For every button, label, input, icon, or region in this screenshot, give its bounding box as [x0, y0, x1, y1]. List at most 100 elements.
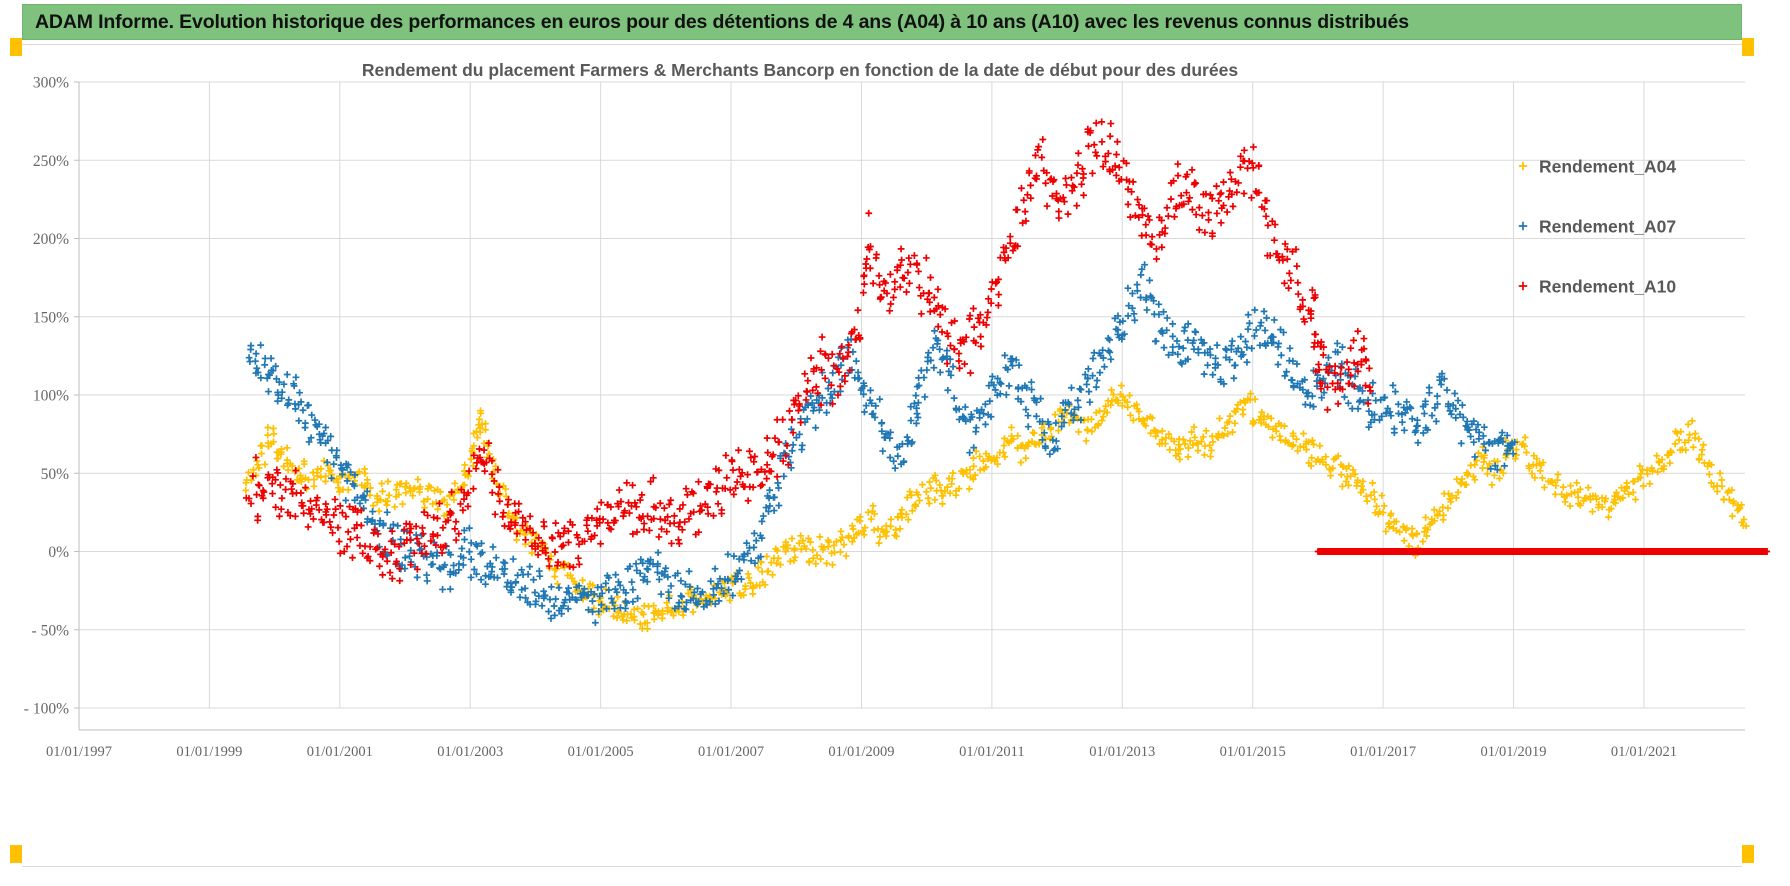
data-point-marker — [470, 451, 478, 459]
data-point-marker — [1085, 142, 1092, 150]
data-point-marker — [1046, 450, 1054, 458]
data-point-marker — [283, 371, 291, 378]
data-point-marker — [1017, 459, 1025, 466]
data-point-marker — [1002, 391, 1010, 399]
data-point-marker — [647, 478, 655, 485]
data-point-marker — [959, 468, 967, 476]
data-point-marker — [1367, 418, 1375, 426]
data-point-marker — [1147, 429, 1155, 437]
data-point-marker — [1030, 429, 1038, 437]
data-point-marker — [464, 489, 472, 497]
data-point-marker — [1153, 245, 1160, 253]
data-point-marker — [871, 510, 878, 518]
legend-item-Rendement_A04[interactable]: Rendement_A04 — [1539, 157, 1676, 177]
data-point-marker — [974, 314, 982, 322]
data-point-marker — [1283, 368, 1290, 376]
data-point-marker — [634, 595, 641, 602]
legend-item-Rendement_A10[interactable]: Rendement_A10 — [1539, 277, 1676, 297]
data-point-marker — [812, 424, 820, 432]
data-point-marker — [383, 557, 391, 565]
data-point-marker — [1347, 472, 1354, 480]
data-point-marker — [1075, 403, 1082, 411]
y-axis-tick-label: 250% — [33, 153, 69, 170]
data-point-marker — [926, 308, 934, 316]
data-point-marker — [655, 533, 663, 541]
data-point-marker — [867, 243, 874, 250]
data-point-marker — [875, 539, 883, 547]
data-point-marker — [710, 512, 717, 520]
data-point-marker — [697, 502, 704, 510]
data-point-marker — [914, 399, 922, 407]
data-point-marker — [1108, 397, 1116, 405]
data-point-marker — [1424, 526, 1432, 533]
data-point-marker — [775, 502, 783, 509]
data-point-marker — [735, 555, 743, 563]
data-point-marker — [1310, 441, 1318, 448]
data-point-marker — [423, 577, 431, 585]
data-point-marker — [677, 577, 685, 585]
data-point-marker — [1481, 451, 1488, 459]
data-point-marker — [457, 500, 464, 508]
data-point-marker — [966, 315, 973, 323]
data-point-marker — [695, 528, 703, 536]
legend-item-Rendement_A07[interactable]: Rendement_A07 — [1539, 217, 1676, 237]
data-point-marker — [917, 310, 925, 318]
data-point-marker — [613, 588, 621, 596]
data-point-marker — [1406, 403, 1414, 411]
data-point-marker — [1165, 430, 1173, 438]
data-point-marker — [1201, 451, 1208, 459]
data-point-marker — [1400, 537, 1408, 545]
data-point-marker — [523, 526, 530, 534]
data-point-marker — [1186, 194, 1194, 202]
data-point-marker — [270, 430, 278, 438]
data-point-marker — [1035, 440, 1043, 448]
data-point-marker — [1452, 405, 1460, 413]
data-point-marker — [743, 539, 751, 547]
data-point-marker — [1395, 410, 1402, 417]
data-point-marker — [1155, 300, 1163, 308]
data-point-marker — [955, 405, 963, 413]
data-point-marker — [1270, 316, 1278, 324]
data-point-marker — [1704, 462, 1712, 470]
data-point-marker — [320, 457, 328, 465]
data-point-marker — [764, 449, 772, 457]
data-point-marker — [559, 541, 567, 549]
data-point-marker — [1098, 417, 1106, 424]
data-point-marker — [1217, 219, 1225, 227]
data-point-marker — [338, 465, 345, 472]
data-point-marker — [388, 527, 396, 535]
data-point-marker — [465, 467, 473, 475]
data-point-marker — [1551, 490, 1559, 498]
data-point-marker — [1366, 383, 1374, 391]
data-point-marker — [988, 373, 996, 380]
data-point-marker — [654, 568, 661, 576]
data-point-marker — [1233, 188, 1241, 196]
data-point-marker — [565, 584, 572, 592]
data-point-marker — [788, 416, 796, 424]
data-point-marker — [1695, 456, 1703, 464]
data-point-marker — [304, 402, 311, 409]
data-point-marker — [436, 500, 443, 507]
data-point-marker — [401, 483, 409, 491]
data-point-marker — [285, 396, 293, 404]
data-point-marker — [379, 522, 387, 529]
data-point-marker — [1102, 402, 1110, 410]
data-point-marker — [396, 565, 403, 572]
data-point-marker — [1276, 432, 1284, 440]
data-point-marker — [1118, 402, 1126, 410]
data-point-marker — [452, 518, 460, 526]
data-point-marker — [1070, 411, 1078, 419]
data-point-marker — [310, 476, 318, 484]
data-point-marker — [1587, 496, 1594, 504]
data-point-marker — [1002, 244, 1010, 252]
data-point-marker — [1438, 370, 1446, 378]
data-point-marker — [521, 518, 529, 526]
data-point-marker — [1484, 470, 1491, 478]
data-point-marker — [1096, 369, 1104, 377]
data-point-marker — [1213, 341, 1221, 349]
data-point-marker — [774, 555, 782, 562]
data-point-marker — [840, 541, 848, 549]
data-point-marker — [477, 409, 485, 417]
data-point-marker — [407, 547, 415, 554]
data-point-marker — [1154, 428, 1162, 436]
